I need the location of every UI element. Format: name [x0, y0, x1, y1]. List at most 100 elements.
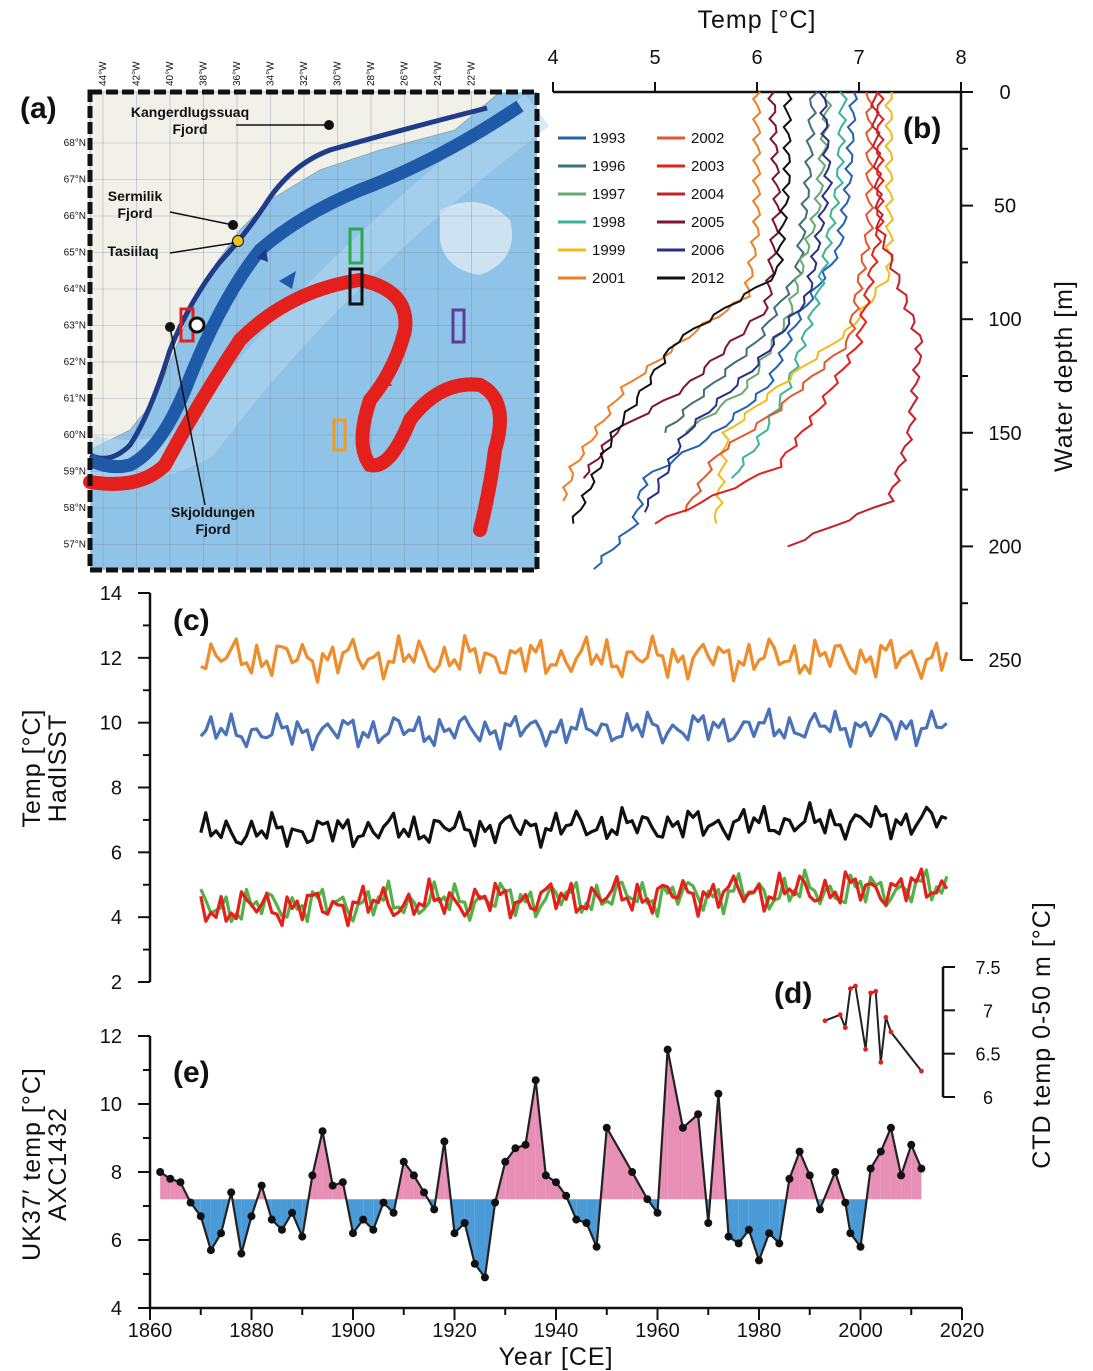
e-point	[470, 1259, 479, 1268]
e-point	[166, 1174, 175, 1183]
e-point	[663, 1045, 672, 1054]
e-cool-fill	[363, 1199, 374, 1230]
e-point	[186, 1198, 195, 1207]
skjoldungen-label: Skjoldungen	[171, 504, 255, 520]
e-point	[399, 1157, 408, 1166]
map-graticule	[90, 92, 537, 570]
panel-label-d: (d)	[774, 977, 812, 1010]
e-point	[196, 1212, 205, 1221]
map-lat-label: 68°N	[64, 138, 86, 149]
e-point	[856, 1242, 865, 1251]
c-y-tick-label: 2	[111, 972, 122, 994]
e-point	[480, 1273, 489, 1282]
map-lat-label: 64°N	[64, 284, 86, 295]
e-point	[744, 1225, 753, 1234]
e-point	[775, 1239, 784, 1248]
kangerdlugssuaq-label: Kangerdlugssuaq	[131, 104, 249, 120]
map-lon-label: 32°W	[299, 61, 310, 86]
e-x-axis-title: Year [CE]	[498, 1343, 613, 1371]
b-legend-label: 2006	[691, 242, 724, 259]
e-point	[420, 1188, 429, 1197]
b-profile-1993	[593, 91, 859, 570]
e-point	[460, 1219, 469, 1227]
e-point	[841, 1198, 850, 1207]
c-y-axis-title: Temp [°C]	[18, 708, 46, 827]
e-point	[582, 1219, 591, 1227]
d-point	[888, 1029, 894, 1035]
e-cool-fill	[292, 1199, 303, 1237]
map-lat-label: 61°N	[64, 394, 86, 405]
c-y-tick-label: 10	[100, 713, 122, 735]
b-y-tick-label: 0	[999, 82, 1010, 104]
e-point	[450, 1229, 459, 1238]
panel-label-a: (a)	[20, 92, 57, 125]
e-point	[572, 1215, 581, 1224]
kangerdlugssuaq-label-2: Fjord	[173, 121, 208, 137]
b-x-tick-label: 7	[853, 47, 864, 69]
c-series-line-2	[199, 801, 948, 849]
d-point	[883, 1014, 889, 1020]
e-point	[156, 1168, 165, 1176]
e-point	[714, 1089, 723, 1098]
e-point	[267, 1215, 276, 1224]
e-point	[886, 1123, 895, 1132]
e-point	[491, 1198, 500, 1207]
b-legend-label: 2012	[691, 270, 724, 287]
b-legend-label: 1993	[592, 130, 625, 147]
e-point	[643, 1195, 652, 1204]
e-point	[795, 1147, 804, 1156]
c-y-tick-label: 4	[111, 907, 122, 929]
b-legend: 1993 1996 1997 1998 1999 2001 2002 2003 2004 2005…	[558, 130, 724, 287]
map-lat-label: 63°N	[64, 321, 86, 332]
map-panel: Kangerdlugssuaq Fjord Sermilik Fjord Tas…	[64, 61, 550, 573]
e-x-tick-label: 1920	[432, 1320, 477, 1342]
map-lon-label: 22°W	[467, 61, 478, 86]
skjoldungen-leader	[169, 326, 206, 506]
e-point	[552, 1178, 560, 1187]
b-profile-2006	[643, 91, 834, 513]
e-point	[288, 1208, 297, 1217]
e-point	[831, 1168, 840, 1176]
b-legend-label: 1999	[592, 242, 625, 259]
sermilik-leader	[169, 211, 234, 226]
d-point	[842, 1025, 848, 1031]
tasiilaq-marker	[232, 235, 244, 247]
e-point	[511, 1144, 520, 1153]
b-legend-label: 1998	[592, 214, 625, 231]
b-x-tick-label: 4	[547, 47, 558, 69]
c-series-line-1	[199, 707, 948, 752]
e-point	[678, 1123, 687, 1132]
e-x-tick-label: 2000	[838, 1320, 883, 1342]
e-warm-fill	[789, 1151, 800, 1200]
map-lat-label: 65°N	[64, 248, 86, 259]
map-lon-label: 40°W	[165, 61, 176, 86]
e-point	[755, 1256, 763, 1265]
d-y-tick-label: 6	[983, 1088, 993, 1108]
b-y-ticks: 0 50 100 150 200 250	[961, 82, 1022, 672]
b-profile-2003	[654, 91, 885, 525]
e-y-tick-label: 12	[100, 1026, 122, 1048]
map-lat-label: 59°N	[64, 467, 86, 478]
map-lon-label: 38°W	[199, 61, 210, 86]
e-point	[785, 1174, 794, 1183]
e-point	[704, 1219, 713, 1227]
b-y-tick-label: 150	[988, 423, 1021, 445]
d-y-tick-label: 7.5	[975, 958, 1000, 978]
e-point	[897, 1171, 906, 1180]
b-y-tick-label: 50	[994, 196, 1016, 218]
panel-label-b: (b)	[903, 112, 941, 145]
e-x-tick-label: 1980	[737, 1320, 782, 1342]
e-anomaly-fill	[160, 1049, 922, 1278]
e-x-tick-label: 1940	[534, 1320, 579, 1342]
e-point	[866, 1164, 875, 1173]
e-point	[359, 1215, 368, 1224]
b-x-tick-label: 5	[649, 47, 660, 69]
b-profile-1997	[684, 91, 833, 434]
d-line	[824, 984, 923, 1072]
e-point	[389, 1208, 398, 1217]
e-point	[628, 1168, 637, 1176]
e-warm-fill	[682, 1114, 699, 1200]
e-cool-fill	[353, 1199, 364, 1234]
e-point	[227, 1188, 236, 1197]
